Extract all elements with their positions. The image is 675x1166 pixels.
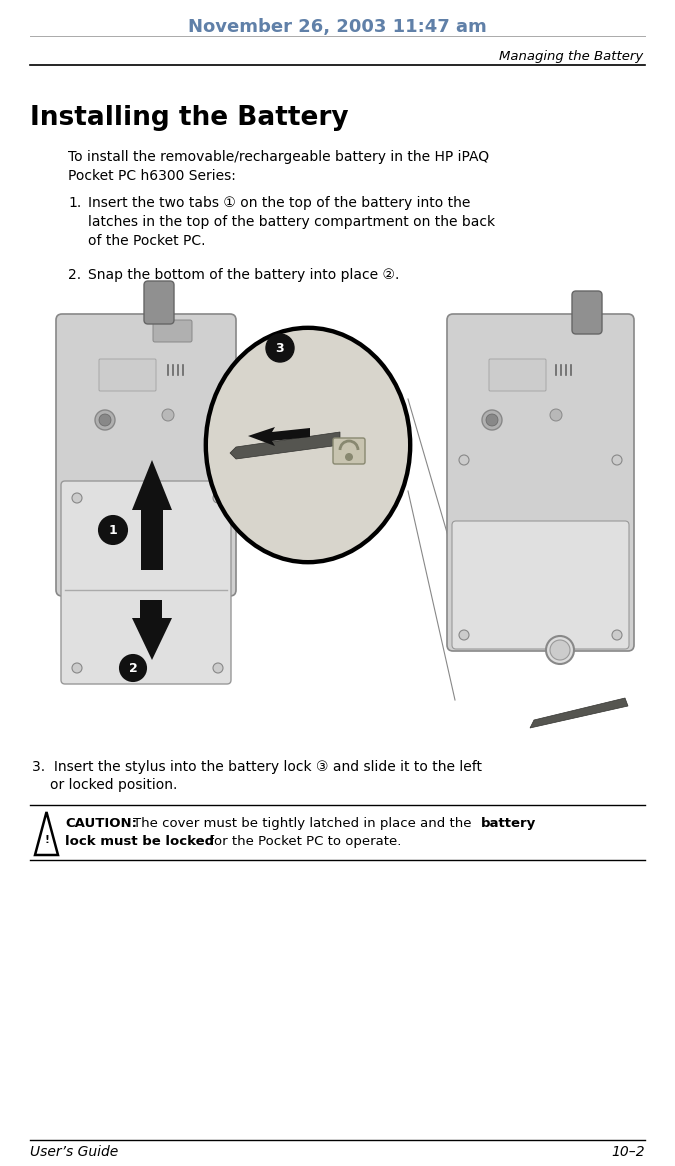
Text: To install the removable/rechargeable battery in the HP iPAQ
Pocket PC h6300 Ser: To install the removable/rechargeable ba… (68, 150, 489, 183)
Text: or locked position.: or locked position. (50, 778, 178, 792)
Circle shape (266, 333, 294, 361)
Polygon shape (530, 698, 628, 728)
Ellipse shape (205, 326, 411, 563)
Text: 10–2: 10–2 (612, 1145, 645, 1159)
FancyBboxPatch shape (99, 359, 156, 391)
Circle shape (486, 414, 498, 426)
Circle shape (72, 663, 82, 673)
Text: 2.: 2. (68, 268, 81, 282)
FancyBboxPatch shape (452, 521, 629, 649)
Text: Snap the bottom of the battery into place ②.: Snap the bottom of the battery into plac… (88, 268, 400, 282)
Circle shape (550, 409, 562, 421)
Text: Installing the Battery: Installing the Battery (30, 105, 348, 131)
Circle shape (120, 655, 146, 681)
Circle shape (482, 410, 502, 430)
FancyBboxPatch shape (333, 438, 365, 464)
Text: 3: 3 (275, 342, 284, 354)
Circle shape (95, 410, 115, 430)
Circle shape (459, 630, 469, 640)
Text: 3.  Insert the stylus into the battery lock ③ and slide it to the left: 3. Insert the stylus into the battery lo… (32, 760, 482, 774)
Text: Managing the Battery: Managing the Battery (499, 50, 643, 63)
FancyBboxPatch shape (144, 281, 174, 324)
Text: for the Pocket PC to operate.: for the Pocket PC to operate. (205, 835, 402, 848)
Text: lock must be locked: lock must be locked (65, 835, 214, 848)
Circle shape (99, 414, 111, 426)
Text: !: ! (44, 835, 49, 845)
Text: battery: battery (481, 817, 536, 830)
Circle shape (345, 454, 353, 461)
Circle shape (213, 663, 223, 673)
Polygon shape (230, 431, 340, 459)
Circle shape (546, 635, 574, 663)
FancyBboxPatch shape (447, 314, 634, 651)
FancyBboxPatch shape (56, 314, 236, 596)
Circle shape (99, 517, 127, 545)
Circle shape (213, 493, 223, 503)
Polygon shape (132, 600, 172, 660)
Text: 1.: 1. (68, 196, 81, 210)
Circle shape (162, 409, 174, 421)
FancyBboxPatch shape (153, 319, 192, 342)
FancyBboxPatch shape (61, 482, 231, 684)
Text: Insert the two tabs ① on the top of the battery into the
latches in the top of t: Insert the two tabs ① on the top of the … (88, 196, 495, 248)
Polygon shape (132, 461, 172, 570)
Text: CAUTION:: CAUTION: (65, 817, 137, 830)
Polygon shape (248, 427, 310, 447)
Text: 1: 1 (109, 524, 117, 536)
Text: 2: 2 (129, 661, 138, 674)
Circle shape (612, 455, 622, 465)
Polygon shape (35, 812, 58, 855)
Text: User’s Guide: User’s Guide (30, 1145, 118, 1159)
Circle shape (72, 493, 82, 503)
FancyBboxPatch shape (572, 292, 602, 333)
Circle shape (550, 640, 570, 660)
Text: November 26, 2003 11:47 am: November 26, 2003 11:47 am (188, 17, 487, 36)
Circle shape (612, 630, 622, 640)
Text: The cover must be tightly latched in place and the: The cover must be tightly latched in pla… (133, 817, 476, 830)
Ellipse shape (208, 330, 408, 560)
FancyBboxPatch shape (489, 359, 546, 391)
Circle shape (459, 455, 469, 465)
